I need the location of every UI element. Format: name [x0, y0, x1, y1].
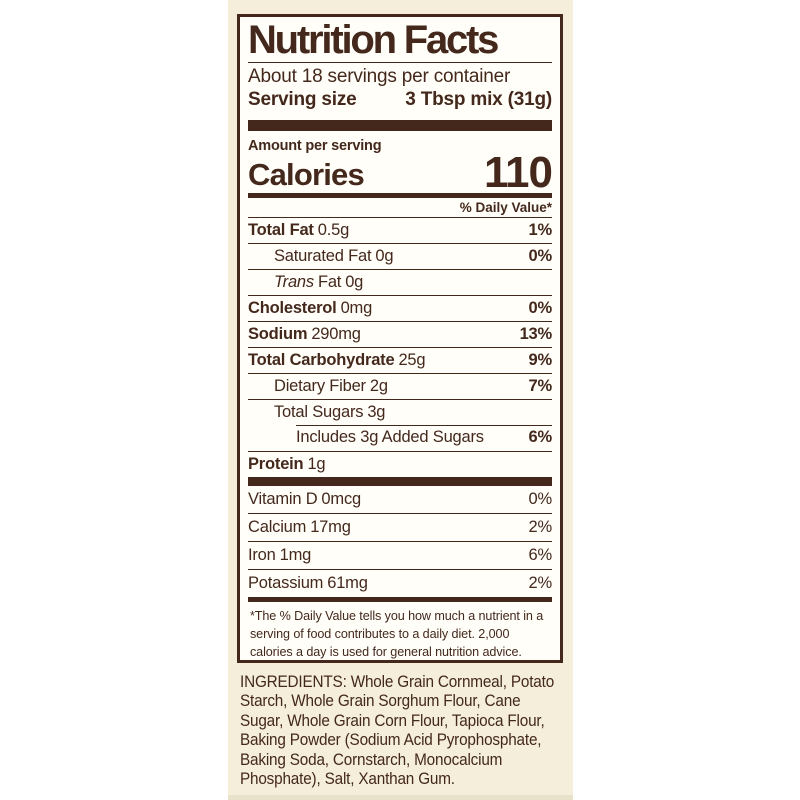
nutrient-row-added-sugars: Includes 3g Added Sugars 6%: [248, 425, 552, 451]
ingredients-line: Phosphate), Salt, Xanthan Gum.: [240, 769, 455, 789]
serving-size-label: Serving size: [248, 89, 357, 110]
vitamins-section-bar: [248, 477, 552, 486]
nutrient-row-trans-fat: Trans Fat 0g: [248, 269, 552, 295]
nutrient-row-total-fat: Total Fat 0.5g 1%: [248, 217, 552, 243]
daily-value-footnote: *The % Daily Value tells you how much a …: [249, 608, 544, 659]
nutrition-facts-label: Nutrition Facts About 18 servings per co…: [237, 14, 563, 663]
serving-size-row: Serving size 3 Tbsp mix (31g): [248, 88, 552, 112]
nutrient-row-total-carbohydrate: Total Carbohydrate 25g 9%: [248, 347, 552, 373]
photo-bottom-edge: [228, 795, 573, 800]
nutrient-row-dietary-fiber: Dietary Fiber 2g 7%: [248, 373, 552, 399]
servings-per-container: About 18 servings per container: [248, 66, 511, 87]
vitamin-row-iron: Iron 1mg 6%: [248, 541, 552, 569]
ingredients-line: Baking Soda, Cornstarch, Monocalcium: [240, 749, 503, 769]
calories-label: Calories: [248, 157, 365, 192]
ingredients-line: Sugar, Whole Grain Corn Flour, Tapioca F…: [240, 710, 545, 730]
calories-row: Calories 110: [248, 148, 553, 197]
ingredients-line: INGREDIENTS: Whole Grain Cornmeal, Potat…: [240, 672, 555, 691]
nutrient-row-sodium: Sodium 290mg 13%: [248, 321, 552, 347]
vitamin-row-calcium: Calcium 17mg 2%: [248, 513, 552, 541]
amount-per-serving-label: Amount per serving: [248, 138, 382, 154]
vitamin-row-vitamin-d: Vitamin D 0mcg 0%: [248, 490, 552, 508]
nutrient-row-total-sugars: Total Sugars 3g: [248, 399, 552, 425]
vitamin-row-potassium: Potassium 61mg 2%: [248, 569, 552, 597]
title-divider: [248, 62, 552, 63]
calories-value: 110: [484, 148, 553, 197]
nutrient-row-protein: Protein 1g: [248, 451, 552, 477]
label-title: Nutrition Facts: [248, 18, 499, 62]
nutrient-row-cholesterol: Cholesterol 0mg 0%: [248, 295, 552, 321]
ingredients-line: Baking Powder (Sodium Acid Pyrophosphate…: [240, 730, 542, 750]
serving-size-value: 3 Tbsp mix (31g): [405, 89, 552, 110]
footnote-section-bar: [248, 597, 552, 602]
ingredients-text: INGREDIENTS: Whole Grain Cornmeal, Potat…: [240, 672, 573, 788]
daily-value-header: % Daily Value*: [459, 200, 552, 215]
nutrient-row-saturated-fat: Saturated Fat 0g 0%: [248, 243, 552, 269]
section-bar-thick: [248, 120, 552, 131]
calories-divider-bar: [248, 193, 552, 198]
ingredients-line: Starch, Whole Grain Sorghum Flour, Cane: [240, 691, 521, 711]
